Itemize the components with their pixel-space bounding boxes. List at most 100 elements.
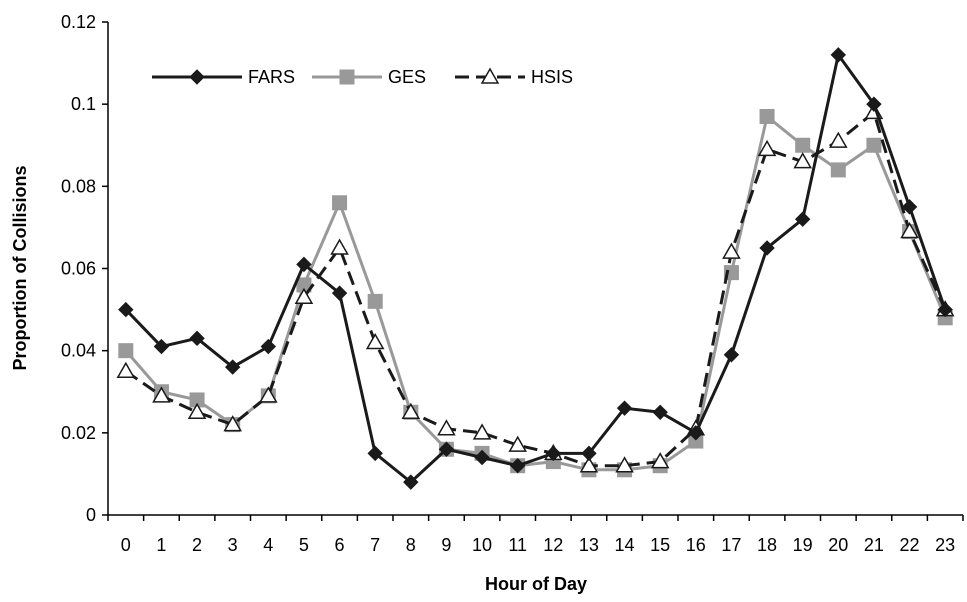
x-tick-label: 6 — [335, 535, 345, 555]
data-point-hsis — [900, 222, 919, 239]
x-tick-label: 8 — [406, 535, 416, 555]
data-point-hsis — [650, 452, 670, 469]
series-line-ges — [124, 114, 947, 472]
legend-item-ges: GES — [312, 67, 426, 87]
y-tick-label: 0.12 — [61, 12, 96, 32]
data-point-hsis — [223, 415, 242, 432]
data-point-hsis — [401, 402, 421, 420]
legend-label-fars: FARS — [248, 67, 295, 87]
data-point-fars — [830, 47, 847, 63]
y-tick-label: 0.1 — [71, 94, 96, 114]
y-tick-label: 0 — [86, 505, 96, 525]
legend-label-hsis: HSIS — [531, 67, 573, 87]
series-fars — [118, 47, 953, 490]
data-point-hsis — [793, 152, 812, 169]
data-point-ges — [759, 108, 775, 124]
data-point-hsis — [579, 456, 599, 473]
data-point-fars — [153, 338, 170, 355]
data-point-fars — [688, 425, 704, 441]
data-point-fars — [901, 199, 918, 215]
data-point-hsis — [472, 423, 492, 440]
y-axis-title: Proportion of Collisions — [10, 166, 30, 371]
data-point-hsis — [722, 242, 741, 259]
x-tick-label: 20 — [828, 535, 848, 555]
x-tick-label: 9 — [441, 535, 451, 555]
x-tick-label: 15 — [650, 535, 670, 555]
series-layer — [116, 47, 955, 490]
legend-marker-ges — [339, 69, 355, 85]
data-point-hsis — [259, 386, 278, 403]
data-point-ges — [830, 162, 846, 178]
x-tick-label: 0 — [121, 535, 131, 555]
data-point-fars — [331, 285, 348, 301]
y-axis-ticks: 0 0.02 0.04 0.06 0.08 0.1 0.12 — [61, 12, 108, 525]
data-point-fars — [545, 445, 562, 462]
data-point-hsis — [757, 139, 777, 157]
x-tick-label: 1 — [156, 535, 166, 555]
data-point-hsis — [294, 287, 314, 305]
x-tick-label: 3 — [228, 535, 238, 555]
data-point-fars — [260, 338, 277, 355]
x-tick-label: 11 — [508, 535, 527, 555]
data-point-hsis — [365, 332, 385, 350]
data-point-hsis — [152, 386, 171, 403]
legend: FARS GES HSIS — [152, 67, 573, 87]
data-point-fars — [118, 301, 134, 318]
data-point-fars — [224, 359, 241, 375]
data-point-fars — [581, 445, 597, 462]
data-point-fars — [616, 400, 633, 416]
x-tick-label: 13 — [579, 535, 599, 555]
y-tick-label: 0.04 — [61, 341, 96, 361]
data-point-hsis — [187, 402, 207, 420]
data-point-ges — [367, 293, 383, 309]
series-hsis — [116, 102, 955, 473]
x-tick-label: 16 — [686, 535, 706, 555]
data-point-ges — [866, 137, 882, 153]
data-point-hsis — [829, 131, 848, 148]
data-point-fars — [866, 96, 882, 112]
x-tick-label: 14 — [615, 535, 635, 555]
y-tick-label: 0.06 — [61, 259, 96, 279]
x-tick-label: 21 — [864, 535, 884, 555]
data-point-fars — [438, 441, 455, 457]
x-tick-label: 23 — [935, 535, 955, 555]
x-tick-label: 17 — [721, 535, 741, 555]
legend-label-ges: GES — [388, 67, 426, 87]
data-point-ges — [795, 137, 811, 153]
x-tick-label: 19 — [793, 535, 813, 555]
legend-item-fars: FARS — [152, 67, 295, 87]
data-point-hsis — [330, 238, 349, 255]
x-axis-title: Hour of Day — [485, 574, 587, 594]
x-tick-label: 10 — [472, 535, 492, 555]
x-axis-ticks: 0 1 2 3 4 5 6 7 8 9 10 11 12 13 14 15 16 17 18 19 20 21 22 23 — [107, 515, 964, 555]
data-point-fars — [189, 330, 205, 347]
data-point-ges — [332, 195, 348, 211]
x-tick-label: 7 — [370, 535, 380, 555]
data-point-fars — [794, 211, 811, 227]
data-point-fars — [509, 457, 526, 474]
x-tick-label: 4 — [263, 535, 273, 555]
legend-marker-fars — [189, 69, 205, 85]
data-point-fars — [652, 404, 668, 420]
data-point-hsis — [615, 456, 634, 473]
data-point-fars — [937, 301, 953, 318]
x-tick-label: 12 — [543, 535, 563, 555]
data-point-hsis — [437, 419, 456, 436]
plot-area — [107, 22, 963, 516]
y-tick-label: 0.08 — [61, 176, 96, 196]
series-ges — [118, 108, 953, 478]
legend-marker-hsis — [480, 67, 500, 84]
legend-item-hsis: HSIS — [455, 67, 573, 87]
data-point-fars — [367, 445, 383, 462]
x-tick-label: 22 — [900, 535, 920, 555]
x-tick-label: 2 — [192, 535, 202, 555]
x-tick-label: 18 — [757, 535, 777, 555]
data-point-fars — [403, 474, 419, 490]
series-line-fars — [124, 53, 947, 484]
data-point-hsis — [116, 361, 136, 378]
data-point-hsis — [508, 435, 527, 452]
x-tick-label: 5 — [299, 535, 309, 555]
data-point-fars — [474, 449, 490, 466]
data-point-ges — [118, 343, 134, 359]
